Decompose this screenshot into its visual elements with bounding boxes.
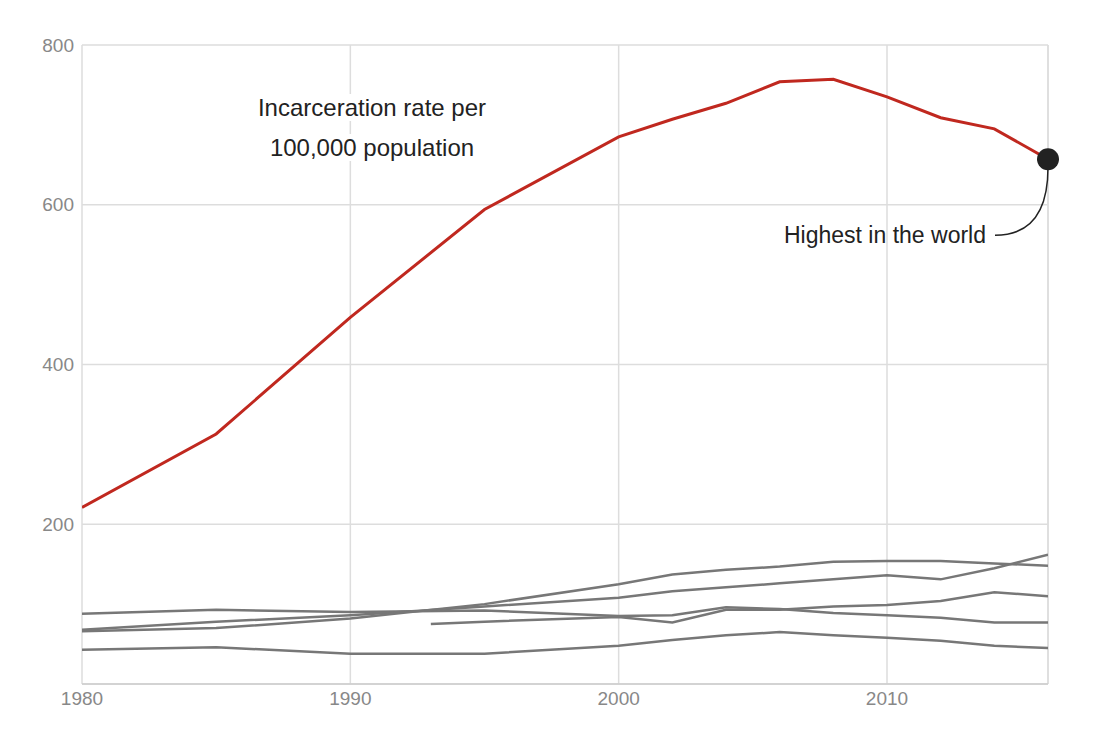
svg-text:2000: 2000 bbox=[598, 688, 640, 709]
svg-text:2010: 2010 bbox=[866, 688, 908, 709]
svg-text:1990: 1990 bbox=[329, 688, 371, 709]
svg-text:400: 400 bbox=[42, 354, 74, 375]
html-text:Incarceration rate per: Incarceration rate per bbox=[257, 94, 487, 121]
svg-text:600: 600 bbox=[42, 194, 74, 215]
svg-text:200: 200 bbox=[42, 514, 74, 535]
html-text:100,000 population: 100,000 population bbox=[269, 134, 475, 161]
svg-text:Highest in the world: Highest in the world bbox=[784, 222, 986, 248]
svg-text:1980: 1980 bbox=[61, 688, 103, 709]
svg-text:800: 800 bbox=[42, 35, 74, 56]
